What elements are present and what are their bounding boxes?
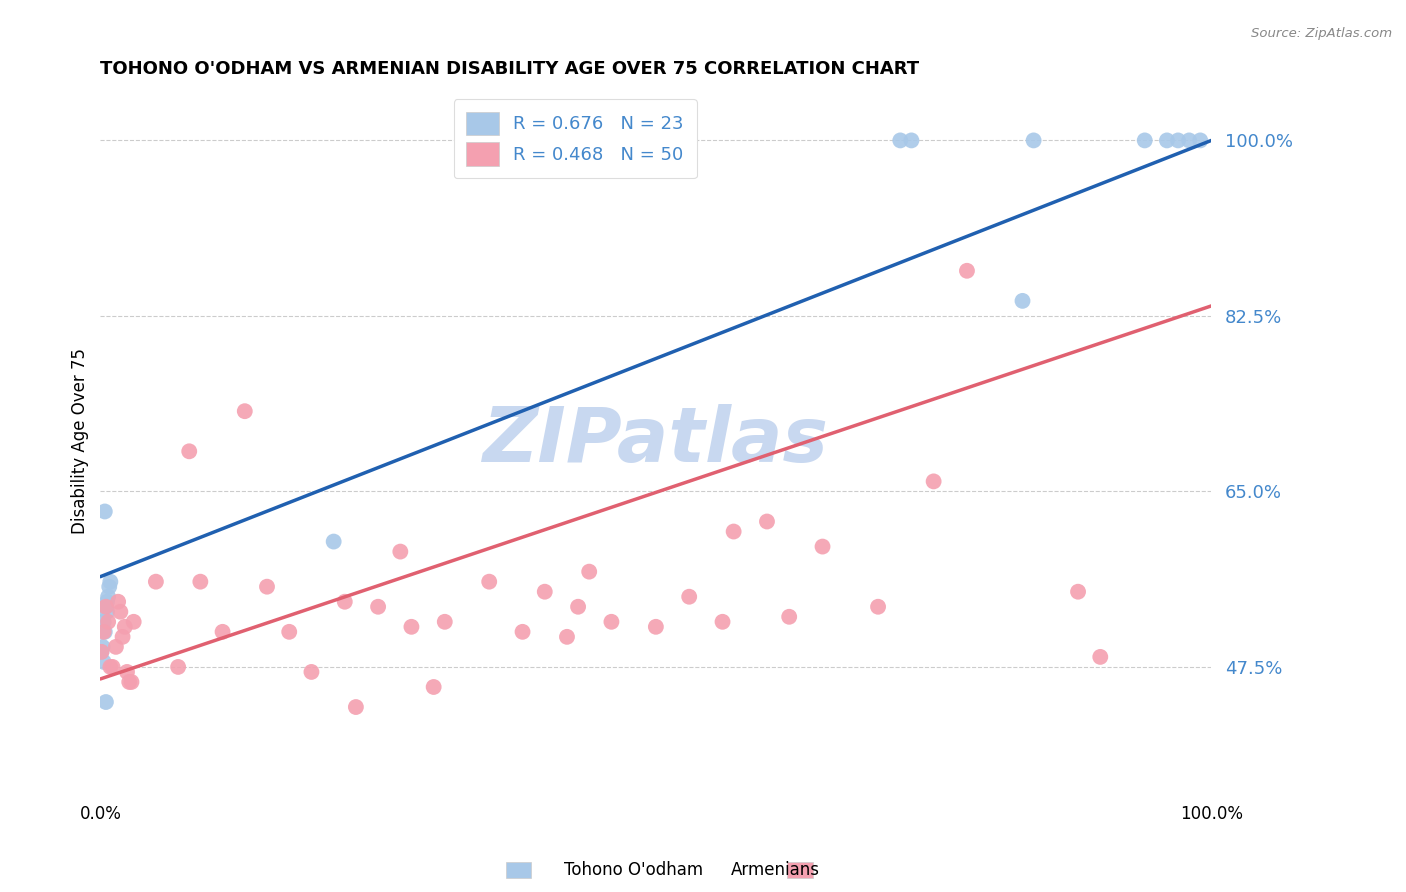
Point bbox=[94, 599, 117, 614]
Point bbox=[533, 584, 555, 599]
Point bbox=[1133, 133, 1156, 147]
Point bbox=[93, 615, 115, 629]
FancyBboxPatch shape bbox=[506, 862, 531, 878]
Point bbox=[868, 599, 890, 614]
Point bbox=[114, 620, 136, 634]
Point bbox=[188, 574, 211, 589]
Legend: R = 0.676   N = 23, R = 0.468   N = 50: R = 0.676 N = 23, R = 0.468 N = 50 bbox=[454, 99, 696, 178]
Point bbox=[367, 599, 389, 614]
Point bbox=[107, 595, 129, 609]
Point bbox=[233, 404, 256, 418]
Point bbox=[900, 133, 922, 147]
Point bbox=[1067, 584, 1090, 599]
Point bbox=[922, 475, 945, 489]
Point bbox=[512, 624, 534, 639]
Point bbox=[600, 615, 623, 629]
Point bbox=[322, 534, 344, 549]
Point bbox=[111, 630, 134, 644]
Point bbox=[93, 624, 115, 639]
Point bbox=[578, 565, 600, 579]
Point bbox=[478, 574, 501, 589]
Point bbox=[889, 133, 911, 147]
Point bbox=[956, 264, 979, 278]
Y-axis label: Disability Age Over 75: Disability Age Over 75 bbox=[72, 348, 89, 534]
Point bbox=[98, 660, 121, 674]
Point bbox=[179, 444, 201, 458]
Text: Tohono O'odham: Tohono O'odham bbox=[564, 861, 703, 879]
Text: Armenians: Armenians bbox=[731, 861, 820, 879]
Point bbox=[256, 580, 278, 594]
Point bbox=[723, 524, 745, 539]
Point bbox=[755, 515, 778, 529]
Point bbox=[96, 605, 118, 619]
Text: Source: ZipAtlas.com: Source: ZipAtlas.com bbox=[1251, 27, 1392, 40]
Point bbox=[433, 615, 456, 629]
Point bbox=[555, 630, 578, 644]
Point bbox=[333, 595, 356, 609]
Point bbox=[778, 609, 800, 624]
Point bbox=[1189, 133, 1212, 147]
Point bbox=[91, 640, 114, 654]
Point bbox=[97, 590, 120, 604]
Point bbox=[811, 540, 834, 554]
Point bbox=[567, 599, 589, 614]
Point bbox=[344, 700, 367, 714]
Text: ZIPatlas: ZIPatlas bbox=[482, 404, 830, 478]
Point bbox=[145, 574, 167, 589]
Point bbox=[1178, 133, 1201, 147]
Point bbox=[118, 675, 141, 690]
Point bbox=[1090, 649, 1112, 664]
Point bbox=[389, 544, 412, 558]
Point bbox=[110, 605, 132, 619]
Point bbox=[98, 580, 121, 594]
Point bbox=[104, 640, 127, 654]
Point bbox=[96, 595, 118, 609]
Point bbox=[94, 504, 117, 518]
Point bbox=[401, 620, 423, 634]
Point bbox=[90, 645, 112, 659]
Point bbox=[94, 695, 117, 709]
Point bbox=[422, 680, 444, 694]
Point bbox=[120, 675, 142, 690]
Point bbox=[711, 615, 734, 629]
Point bbox=[94, 624, 117, 639]
Point bbox=[90, 645, 112, 659]
FancyBboxPatch shape bbox=[787, 862, 813, 878]
Text: TOHONO O'ODHAM VS ARMENIAN DISABILITY AGE OVER 75 CORRELATION CHART: TOHONO O'ODHAM VS ARMENIAN DISABILITY AG… bbox=[100, 60, 920, 78]
Point bbox=[94, 599, 117, 614]
Point bbox=[115, 665, 138, 679]
Point bbox=[678, 590, 700, 604]
Point bbox=[93, 655, 115, 669]
Point bbox=[278, 624, 301, 639]
Point bbox=[97, 615, 120, 629]
Point bbox=[1156, 133, 1178, 147]
Point bbox=[301, 665, 323, 679]
Point bbox=[98, 574, 121, 589]
Point bbox=[167, 660, 190, 674]
Point bbox=[211, 624, 233, 639]
Point bbox=[122, 615, 145, 629]
Point bbox=[1011, 293, 1033, 308]
Point bbox=[101, 660, 124, 674]
Point bbox=[1022, 133, 1045, 147]
Point bbox=[1167, 133, 1189, 147]
Point bbox=[644, 620, 666, 634]
